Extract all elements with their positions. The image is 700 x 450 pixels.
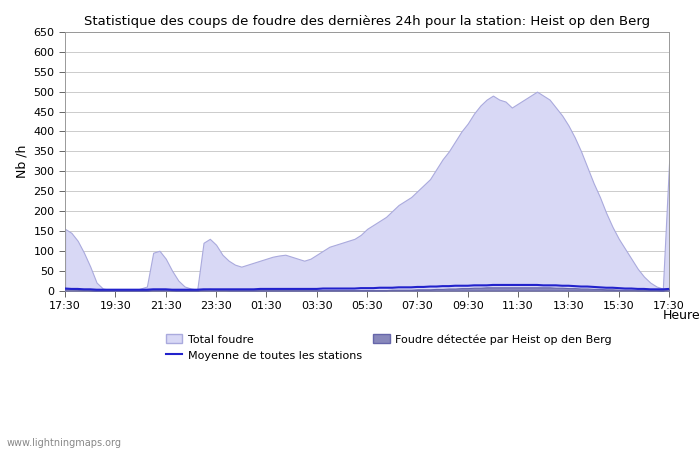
Text: www.lightningmaps.org: www.lightningmaps.org [7, 438, 122, 448]
Legend: Total foudre, Moyenne de toutes les stations, Foudre détectée par Heist op den B: Total foudre, Moyenne de toutes les stat… [161, 330, 617, 365]
Title: Statistique des coups de foudre des dernières 24h pour la station: Heist op den : Statistique des coups de foudre des dern… [84, 15, 650, 28]
X-axis label: Heure: Heure [662, 309, 700, 322]
Y-axis label: Nb /h: Nb /h [15, 144, 28, 178]
